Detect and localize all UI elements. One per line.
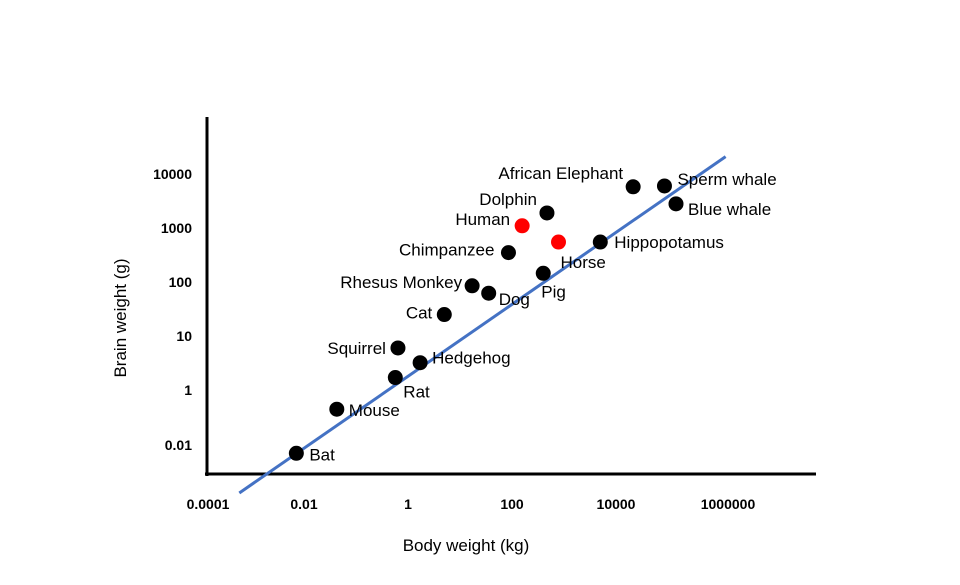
data-label-squirrel: Squirrel	[327, 339, 386, 358]
data-point-human	[514, 218, 530, 234]
data-point-dolphin	[539, 205, 555, 221]
data-point-hedgehog	[412, 355, 428, 371]
data-point-hippopotamus	[592, 234, 608, 250]
data-label-hedgehog: Hedgehog	[432, 349, 510, 368]
x-tick-label: 0.0001	[187, 496, 230, 512]
data-label-mouse: Mouse	[349, 401, 400, 420]
data-label-human: Human	[455, 210, 510, 229]
y-tick-label: 10	[176, 328, 192, 344]
data-point-blue-whale	[668, 196, 684, 212]
data-point-mouse	[329, 401, 345, 417]
data-point-squirrel	[390, 340, 406, 356]
data-point-dog	[481, 285, 497, 301]
data-label-rhesus-monkey: Rhesus Monkey	[340, 273, 462, 292]
x-tick-label: 10000	[597, 496, 636, 512]
data-point-sperm-whale	[656, 178, 672, 194]
data-point-cat	[436, 307, 452, 323]
data-point-horse	[550, 234, 566, 250]
x-tick-label: 1000000	[701, 496, 756, 512]
x-tick-label: 1	[404, 496, 412, 512]
y-tick-label: 0.01	[165, 437, 192, 453]
y-tick-label: 100	[169, 274, 193, 290]
x-tick-label: 0.01	[290, 496, 317, 512]
data-label-dolphin: Dolphin	[479, 190, 537, 209]
y-tick-label: 1	[184, 382, 192, 398]
data-label-sperm-whale: Sperm whale	[677, 170, 776, 189]
y-axis-title: Brain weight (g)	[111, 258, 130, 377]
x-axis-title: Body weight (kg)	[403, 536, 530, 555]
data-point-bat	[288, 445, 304, 461]
data-label-hippopotamus: Hippopotamus	[614, 233, 724, 252]
data-label-bat: Bat	[309, 445, 335, 464]
data-point-rat	[387, 370, 403, 386]
data-label-blue-whale: Blue whale	[688, 200, 771, 219]
data-label-rat: Rat	[403, 383, 430, 402]
data-label-cat: Cat	[406, 304, 433, 323]
y-tick-label: 10000	[153, 166, 192, 182]
data-point-african-elephant	[625, 179, 641, 195]
data-label-chimpanzee: Chimpanzee	[399, 241, 494, 260]
y-tick-label: 1000	[161, 220, 192, 236]
data-label-african-elephant: African Elephant	[498, 164, 623, 183]
trend-line	[238, 155, 727, 495]
data-label-pig: Pig	[541, 282, 566, 301]
data-point-pig	[535, 265, 551, 281]
data-label-dog: Dog	[499, 290, 530, 309]
data-point-rhesus-monkey	[464, 278, 480, 294]
data-point-chimpanzee	[500, 245, 516, 261]
data-label-horse: Horse	[560, 253, 605, 272]
x-tick-label: 100	[500, 496, 524, 512]
